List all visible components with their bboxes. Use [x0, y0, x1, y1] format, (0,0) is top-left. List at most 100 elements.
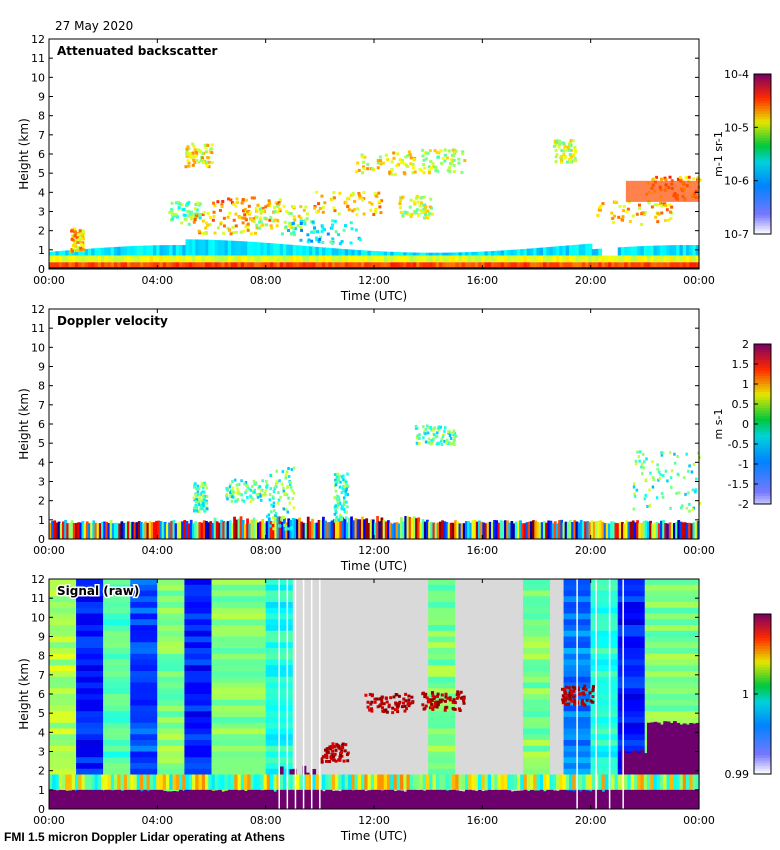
y-tick-label: 12 [31, 573, 45, 586]
x-tick-label: 16:00 [466, 544, 498, 557]
plot-frame [48, 38, 700, 270]
x-tick-label: 00:00 [33, 814, 65, 827]
y-tick-label: 10 [31, 611, 45, 624]
y-tick-label: 12 [31, 33, 45, 46]
y-tick-label: 2 [38, 765, 45, 778]
y-tick-label: 7 [38, 129, 45, 142]
y-tick-label: 10 [31, 341, 45, 354]
x-axis-label: Time (UTC) [340, 289, 407, 303]
y-tick-label: 0 [38, 533, 45, 546]
x-tick-label: 04:00 [141, 274, 173, 287]
x-axis-label: Time (UTC) [340, 829, 407, 843]
colorbar-units: m s-1 [712, 409, 725, 440]
colorbar-tick-label: -0.5 [728, 438, 749, 451]
y-tick-label: 9 [38, 631, 45, 644]
y-tick-label: 0 [38, 803, 45, 816]
y-tick-label: 8 [38, 650, 45, 663]
colorbar-tick-label: 1 [742, 378, 749, 391]
x-tick-label: 00:00 [33, 544, 65, 557]
y-axis-label: Height (km) [17, 118, 31, 189]
y-tick-label: 1 [38, 244, 45, 257]
colorbar-units: m-1 sr-1 [712, 131, 725, 177]
y-tick-label: 12 [31, 303, 45, 316]
y-tick-label: 6 [38, 688, 45, 701]
x-tick-label: 08:00 [250, 814, 282, 827]
panel-title: Signal (raw) [57, 584, 139, 598]
y-tick-label: 4 [38, 456, 45, 469]
colorbar-tick-label: 1 [742, 688, 749, 701]
x-tick-label: 00:00 [683, 274, 715, 287]
x-tick-label: 04:00 [141, 544, 173, 557]
x-tick-label: 12:00 [358, 274, 390, 287]
colorbar-tick-label: -1 [738, 458, 749, 471]
y-tick-label: 4 [38, 726, 45, 739]
x-tick-label: 20:00 [575, 274, 607, 287]
y-tick-label: 4 [38, 186, 45, 199]
colorbar-tick-label: 10-4 [724, 68, 749, 81]
y-axis-label: Height (km) [17, 388, 31, 459]
colorbar-tick-label: 10-7 [724, 228, 749, 241]
colorbar-tick-label: 0 [742, 418, 749, 431]
heatmap-sig [49, 579, 700, 810]
y-tick-label: 10 [31, 71, 45, 84]
colorbar-frame [753, 73, 772, 235]
heatmap-vel [49, 424, 702, 539]
footer-caption: FMI 1.5 micron Doppler Lidar operating a… [4, 830, 285, 844]
heatmap-bs [49, 139, 702, 269]
y-tick-label: 6 [38, 418, 45, 431]
y-tick-label: 3 [38, 476, 45, 489]
x-tick-label: 00:00 [683, 544, 715, 557]
colorbar-velocity: 2 1.5 1 0.5 0 -0.5 -1 -1.5 -2 m s-1 [712, 338, 772, 511]
y-tick-label: 5 [38, 437, 45, 450]
y-tick-label: 11 [31, 322, 45, 335]
y-tick-label: 9 [38, 361, 45, 374]
colorbar-tick-label: 0.5 [732, 398, 750, 411]
y-tick-label: 8 [38, 110, 45, 123]
colorbar-tick-label: 2 [742, 338, 749, 351]
y-tick-label: 3 [38, 206, 45, 219]
panel-title: Attenuated backscatter [57, 44, 217, 58]
x-tick-label: 04:00 [141, 814, 173, 827]
x-tick-label: 00:00 [33, 274, 65, 287]
x-tick-label: 00:00 [683, 814, 715, 827]
x-tick-label: 20:00 [575, 814, 607, 827]
y-tick-label: 1 [38, 514, 45, 527]
plot-frame [48, 308, 700, 540]
colorbar-tick-label: 10-5 [724, 121, 749, 134]
y-tick-label: 7 [38, 669, 45, 682]
y-tick-label: 11 [31, 52, 45, 65]
colorbar-tick-label: 1.5 [732, 358, 750, 371]
x-axis-label: Time (UTC) [340, 559, 407, 573]
y-tick-label: 0 [38, 263, 45, 276]
date-label: 27 May 2020 [55, 19, 134, 33]
y-tick-label: 2 [38, 495, 45, 508]
x-tick-label: 16:00 [466, 274, 498, 287]
y-tick-label: 11 [31, 592, 45, 605]
y-tick-label: 5 [38, 707, 45, 720]
y-tick-label: 9 [38, 91, 45, 104]
colorbar-tick-label: -2 [738, 498, 749, 511]
y-tick-label: 2 [38, 225, 45, 238]
x-tick-label: 12:00 [358, 814, 390, 827]
colorbar-tick-label: 0.99 [725, 768, 750, 781]
panel-title: Doppler velocity [57, 314, 168, 328]
colorbar-tick-label: -1.5 [728, 478, 749, 491]
x-tick-label: 12:00 [358, 544, 390, 557]
colorbar-backscatter: 10-4 10-5 10-6 10-7 m-1 sr-1 [712, 68, 772, 241]
x-tick-label: 20:00 [575, 544, 607, 557]
y-tick-label: 5 [38, 167, 45, 180]
colorbar-tick-label: 10-6 [724, 175, 749, 188]
y-tick-label: 1 [38, 784, 45, 797]
y-axis-label: Height (km) [17, 658, 31, 729]
y-tick-label: 6 [38, 148, 45, 161]
x-tick-label: 16:00 [466, 814, 498, 827]
y-tick-label: 7 [38, 399, 45, 412]
x-tick-label: 08:00 [250, 274, 282, 287]
y-tick-label: 3 [38, 746, 45, 759]
x-tick-label: 08:00 [250, 544, 282, 557]
y-tick-label: 8 [38, 380, 45, 393]
